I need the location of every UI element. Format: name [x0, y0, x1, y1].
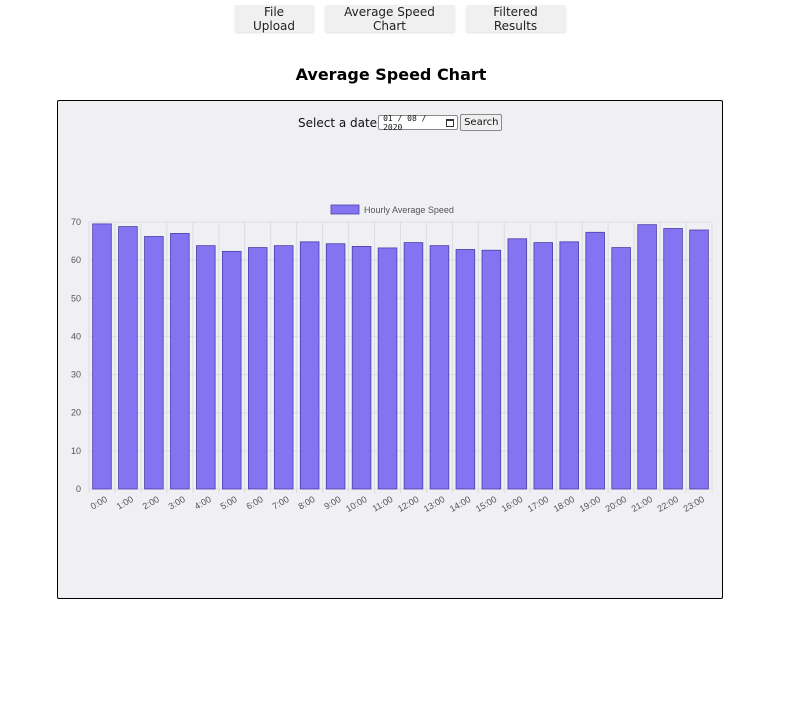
y-tick-label: 20	[71, 408, 81, 418]
bar	[377, 247, 398, 490]
x-tick-label: 14:00	[448, 494, 473, 514]
bar	[533, 242, 554, 490]
chart-gridlines	[88, 221, 713, 493]
x-tick-label: 17:00	[526, 494, 551, 514]
legend-label: Hourly Average Speed	[364, 205, 454, 215]
x-tick-label: 21:00	[630, 494, 655, 514]
date-filter: Select a date 01 / 08 / 2020 Search	[298, 113, 503, 132]
legend-swatch	[330, 204, 360, 215]
y-tick-label: 60	[71, 255, 81, 265]
x-tick-label: 19:00	[578, 494, 603, 514]
bar	[222, 250, 242, 490]
chart-bars	[92, 223, 709, 490]
calendar-icon[interactable]	[446, 118, 455, 127]
tab-average-speed-chart[interactable]: Average Speed Chart	[324, 5, 455, 33]
x-tick-label: 16:00	[500, 494, 525, 514]
bar	[144, 236, 164, 490]
x-tick-label: 8:00	[296, 494, 316, 511]
x-tick-label: 20:00	[604, 494, 629, 514]
x-tick-label: 0:00	[89, 494, 109, 511]
bar	[481, 249, 502, 490]
bar	[325, 243, 346, 490]
y-tick-label: 70	[71, 217, 81, 227]
bar	[689, 229, 709, 490]
y-tick-label: 30	[71, 370, 81, 380]
bar	[118, 226, 138, 490]
bar	[663, 228, 683, 490]
bar	[403, 242, 424, 490]
x-tick-label: 4:00	[193, 494, 213, 511]
bar	[196, 245, 216, 490]
date-label: Select a date	[298, 115, 378, 130]
bar	[637, 224, 657, 490]
x-tick-label: 13:00	[422, 494, 447, 514]
x-tick-label: 10:00	[344, 494, 369, 514]
bar	[507, 238, 528, 490]
x-tick-label: 18:00	[552, 494, 577, 514]
bar	[170, 233, 190, 490]
x-tick-label: 23:00	[682, 494, 707, 514]
x-tick-label: 7:00	[271, 494, 291, 511]
bar	[92, 223, 112, 490]
bar	[585, 231, 605, 490]
y-tick-label: 10	[71, 446, 81, 456]
y-tick-label: 50	[71, 293, 81, 303]
x-tick-label: 5:00	[219, 494, 239, 511]
date-value: 01 / 08 / 2020	[383, 113, 427, 132]
y-axis: 0 10 20 30 40 50 60 70	[71, 217, 81, 494]
bar	[611, 247, 631, 490]
search-button[interactable]: Search	[460, 114, 503, 131]
x-tick-label: 9:00	[322, 494, 342, 511]
bar	[273, 245, 294, 490]
x-tick-label: 12:00	[396, 494, 421, 514]
x-tick-label: 15:00	[474, 494, 499, 514]
date-input[interactable]: 01 / 08 / 2020	[378, 113, 459, 132]
x-axis: 0:00 1:00 2:00 3:00 4:00 5:00 6:00 7:00 8:00 9:00…	[89, 494, 706, 514]
average-speed-bar-chart: 0 10 20 30 40 50 60 70 0:00 1:00 2:00 3:00 4:00 5:00…	[71, 204, 713, 514]
chart-panel: Select a date 01 / 08 / 2020 Search 0 10 2…	[57, 100, 723, 599]
x-tick-label: 3:00	[167, 494, 187, 511]
bar	[247, 247, 268, 490]
tab-file-upload[interactable]: File Upload	[234, 5, 314, 33]
x-tick-label: 11:00	[371, 494, 395, 514]
x-tick-label: 6:00	[245, 494, 265, 511]
bar	[455, 249, 476, 490]
tab-filtered-results[interactable]: Filtered Results	[465, 5, 566, 33]
bar	[299, 241, 320, 490]
bar	[559, 241, 579, 490]
top-nav: File Upload Average Speed Chart Filtered…	[0, 5, 800, 33]
bar	[351, 246, 372, 490]
x-tick-label: 2:00	[141, 494, 161, 511]
page-title: Average Speed Chart	[295, 65, 487, 84]
bar	[429, 245, 450, 490]
chart-legend[interactable]: Hourly Average Speed	[330, 204, 454, 215]
y-tick-label: 40	[71, 331, 81, 341]
x-tick-label: 22:00	[656, 494, 681, 514]
x-tick-label: 1:00	[115, 494, 135, 511]
y-tick-label: 0	[76, 484, 81, 494]
